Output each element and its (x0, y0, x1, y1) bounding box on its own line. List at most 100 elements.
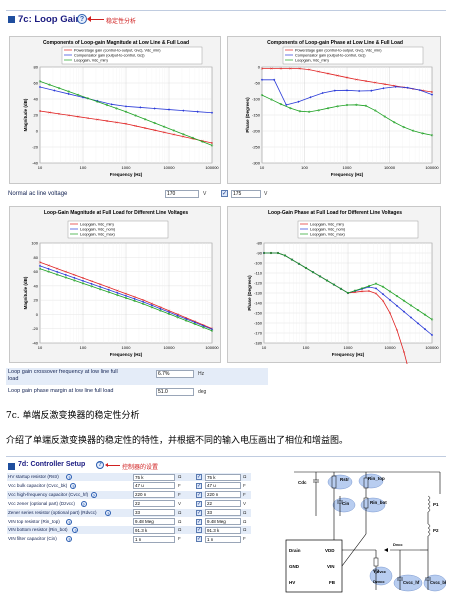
data-point (201, 140, 204, 143)
component-label: Cdc (298, 480, 307, 485)
crossover-row: Loop gain crossover frequency at low lin… (6, 368, 268, 385)
data-point (159, 306, 162, 309)
data-point (144, 118, 147, 121)
component-label: Rdvcc (374, 569, 387, 574)
controller-checkbox[interactable]: ✓ (196, 500, 202, 507)
component-label: P2 (433, 528, 439, 533)
component-label: Cvcc_bk (430, 580, 446, 585)
x-tick-label: 10 (262, 345, 267, 350)
chart-phase1: Components of Loop-gain Phase at Low Lin… (227, 36, 441, 184)
data-point (374, 109, 377, 112)
data-point (416, 322, 420, 325)
controller-checkbox[interactable]: ✓ (196, 536, 202, 543)
data-point (260, 78, 264, 81)
help-icon[interactable]: ? (66, 518, 73, 525)
crossover-label: Loop gain crossover frequency at low lin… (8, 369, 118, 382)
data-point (57, 112, 61, 115)
data-point (150, 306, 153, 309)
controller-row: VIN top resistor (Rin_top)? 9.48 Meg Ω ✓ 9.4… (7, 518, 251, 526)
data-point (374, 81, 377, 84)
controller-value-input-2[interactable]: 75 k (205, 473, 241, 481)
component-label: Rstr (340, 477, 349, 482)
article-body: 介绍了单端反激变换器的稳定性的特性，并根据不同的输入电压画出了相位和增益图。 (6, 436, 349, 446)
help-icon[interactable]: ? (70, 482, 77, 489)
x-tick-label: 10000 (163, 345, 175, 350)
help-icon[interactable]: ? (72, 527, 79, 534)
data-point (336, 74, 339, 77)
crossover-value[interactable]: 6.7% (156, 370, 194, 378)
controller-unit-label: F (178, 536, 181, 542)
data-point (99, 285, 102, 288)
controller-value-input-2[interactable]: 33 (205, 509, 241, 517)
controller-value-input-2[interactable]: 47 u (205, 482, 241, 490)
data-point (345, 103, 349, 107)
component-label: Dvcc (393, 542, 403, 547)
controller-checkbox[interactable]: ✓ (196, 518, 202, 525)
help-icon[interactable]: ? (90, 491, 97, 498)
help-icon[interactable]: ? (96, 461, 104, 469)
controller-value-input-2[interactable]: 1 n (205, 535, 241, 543)
controller-value-input[interactable]: 9.48 Meg (133, 518, 175, 525)
chart-title: Loop-Gain Phase at Full Load for Differe… (268, 210, 402, 216)
help-icon[interactable]: ? (80, 500, 87, 507)
nominal-input-1[interactable]: 170 (165, 190, 199, 198)
data-point (395, 294, 399, 298)
controller-value-input[interactable]: 91.3 k (133, 526, 175, 534)
data-point (176, 316, 179, 319)
data-point (269, 251, 273, 255)
data-point (115, 121, 118, 124)
controller-value-input-2[interactable]: 220 n (205, 491, 241, 499)
controller-checkbox[interactable]: ✓ (196, 527, 202, 534)
series-line (39, 268, 213, 332)
y-tick-label: -20 (32, 326, 39, 331)
phase-margin-value[interactable]: 51.0 (156, 388, 194, 396)
help-icon[interactable]: ? (66, 536, 73, 543)
help-icon[interactable]: ? (105, 509, 112, 516)
data-point (311, 271, 315, 274)
controller-checkbox[interactable]: ✓ (196, 509, 202, 516)
controller-unit-label: F (243, 482, 246, 488)
data-point (402, 125, 405, 129)
zener-icon (372, 569, 380, 575)
legend-label: Loopgain, Vdc_max) (80, 233, 116, 237)
y-tick-label: -90 (256, 251, 263, 256)
controller-value-input-2[interactable]: 9.48 Meg (205, 518, 241, 525)
y-tick-label: 20 (34, 113, 39, 118)
data-point (48, 83, 51, 86)
data-point (77, 93, 80, 97)
controller-value-input[interactable]: 22 (133, 500, 175, 508)
y-tick-label: 80 (34, 255, 39, 260)
component-label: Rin_bot (370, 500, 387, 505)
component-label: Cvcc_hf (403, 580, 420, 585)
controller-unit-label: F (243, 536, 246, 542)
legend-label: Loopgain, Vdc_max) (310, 233, 346, 237)
nominal-input-2[interactable]: 175 (231, 190, 261, 198)
data-point (153, 129, 156, 132)
nominal-checkbox[interactable]: ✓ (221, 190, 228, 197)
data-point (58, 87, 61, 90)
component-label: Cin (342, 501, 350, 506)
controller-value-input[interactable]: 47 u (133, 482, 175, 490)
controller-checkbox[interactable]: ✓ (196, 491, 202, 498)
y-tick-label: 60 (34, 269, 39, 274)
legend-label: Compensator gain (output-to-control, Gc)… (74, 54, 145, 58)
controller-value-input-2[interactable]: 22 (205, 500, 241, 508)
help-icon[interactable]: ? (77, 14, 87, 24)
phase-margin-unit: deg (198, 389, 207, 395)
controller-checkbox[interactable]: ✓ (196, 482, 202, 489)
data-point (182, 133, 185, 136)
controller-value-input[interactable]: 75 k (133, 473, 175, 481)
data-point (388, 290, 392, 293)
controller-value-input[interactable]: 220 n (133, 491, 175, 499)
nominal-unit-2: V (264, 191, 268, 197)
controller-value-input[interactable]: 1 n (133, 535, 175, 543)
help-icon[interactable]: ? (66, 474, 73, 480)
controller-checkbox[interactable]: ✓ (196, 474, 202, 480)
diode-icon (384, 548, 388, 552)
controller-value-input[interactable]: 33 (133, 509, 175, 517)
y-tick-label: -300 (252, 161, 261, 166)
phase-chart-line-voltages: Loop-Gain Phase at Full Load for Differe… (247, 210, 439, 491)
data-point (360, 290, 364, 293)
controller-value-input-2[interactable]: 91.3 k (205, 526, 241, 534)
